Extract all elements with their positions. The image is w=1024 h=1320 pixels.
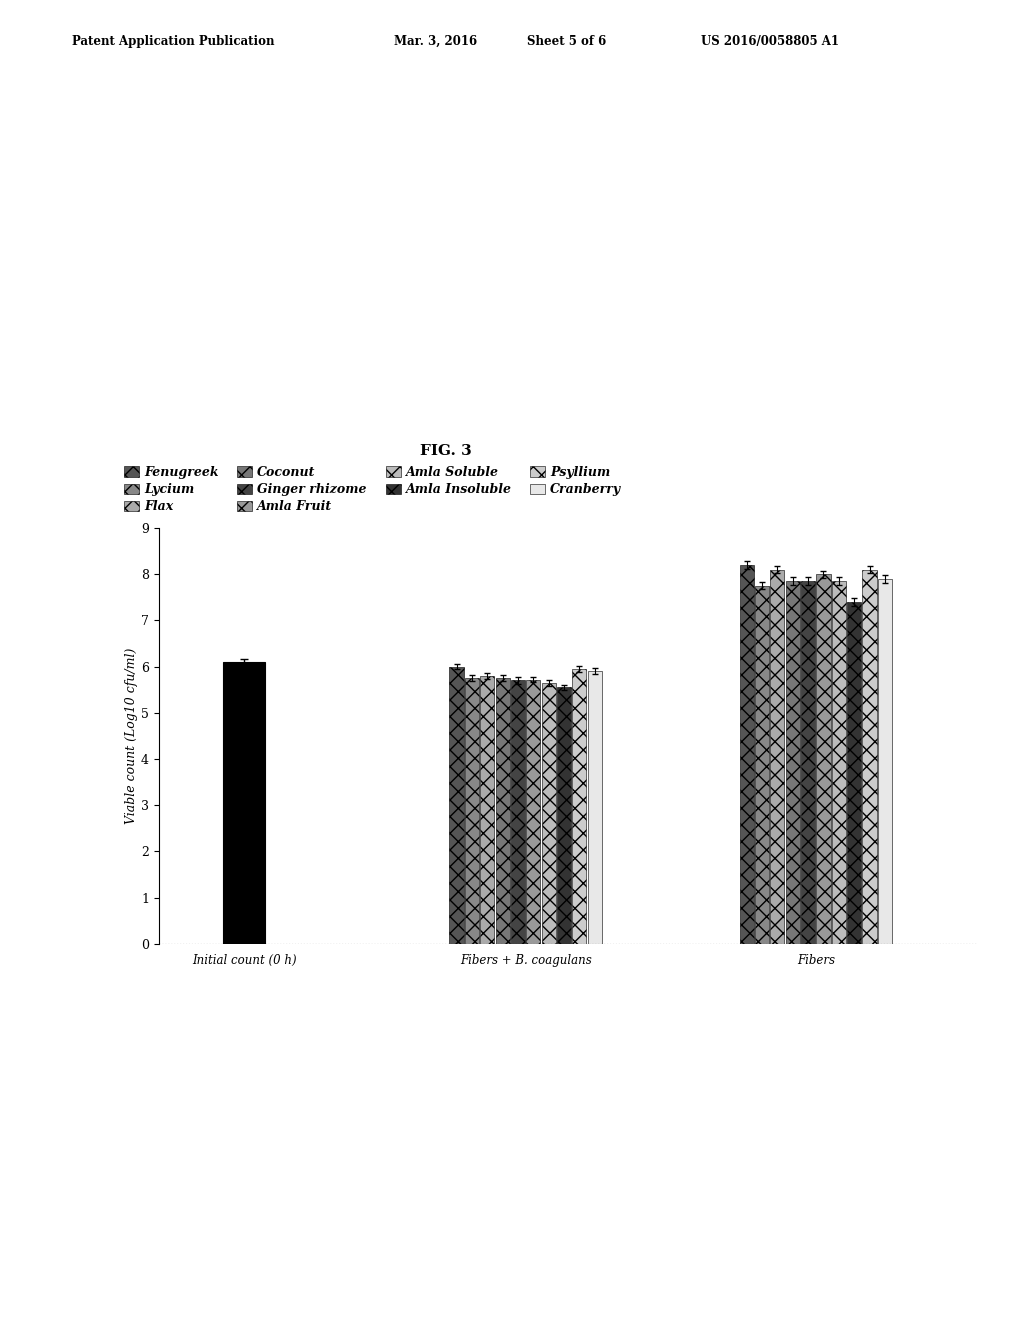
Text: Patent Application Publication: Patent Application Publication [72, 34, 274, 48]
Bar [480, 676, 495, 944]
Bar [450, 667, 464, 944]
Legend: Fenugreek, Lycium, Flax, Coconut, Ginger rhizome, Amla Fruit, Amla Soluble, Amla: Fenugreek, Lycium, Flax, Coconut, Ginger… [124, 466, 622, 513]
Text: Sheet 5 of 6: Sheet 5 of 6 [527, 34, 606, 48]
Bar [557, 688, 571, 944]
Bar [526, 680, 541, 944]
Bar [572, 669, 587, 944]
Bar [223, 663, 265, 944]
Bar [831, 581, 846, 944]
Bar [465, 678, 479, 944]
Y-axis label: Viable count (Log10 cfu/ml): Viable count (Log10 cfu/ml) [125, 648, 138, 824]
Bar [785, 581, 800, 944]
Bar [542, 682, 556, 944]
Bar [755, 586, 769, 944]
Bar [801, 581, 815, 944]
Text: US 2016/0058805 A1: US 2016/0058805 A1 [701, 34, 840, 48]
Bar [588, 671, 602, 944]
Bar [511, 681, 525, 944]
Text: Mar. 3, 2016: Mar. 3, 2016 [394, 34, 477, 48]
Bar [862, 570, 877, 944]
Bar [847, 602, 861, 944]
Bar [816, 574, 830, 944]
Bar [878, 578, 892, 944]
Bar [739, 565, 754, 944]
Text: FIG. 3: FIG. 3 [420, 445, 471, 458]
Bar [496, 678, 510, 944]
Bar [770, 570, 784, 944]
